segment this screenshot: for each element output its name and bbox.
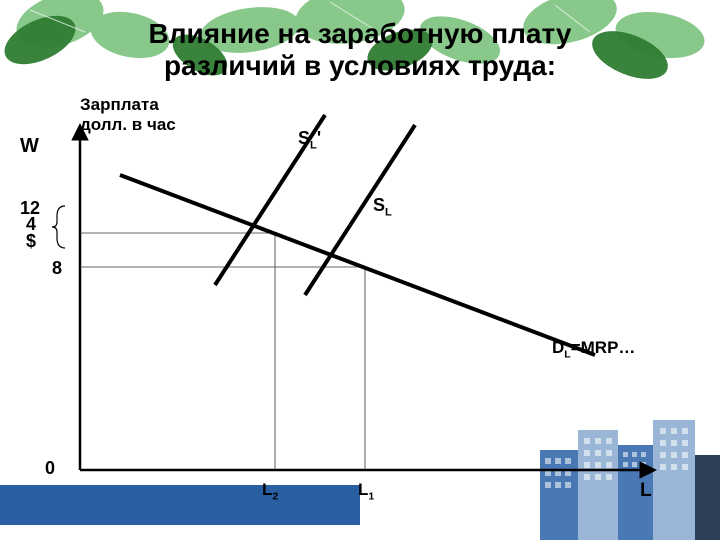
ytick-dollar: $ [26,231,36,252]
wage-gap-bracket [52,206,65,248]
w-axis-label: W [20,135,39,158]
supply-sl-prime-line [215,115,325,285]
title-line2: различий в условиях труда: [164,50,556,81]
supply-sl-line [305,125,415,295]
title-line1: Влияние на заработную плату [149,18,572,49]
slide-title: Влияние на заработную плату различий в у… [0,18,720,82]
wage-diagram [50,100,670,500]
demand-line [120,175,595,355]
